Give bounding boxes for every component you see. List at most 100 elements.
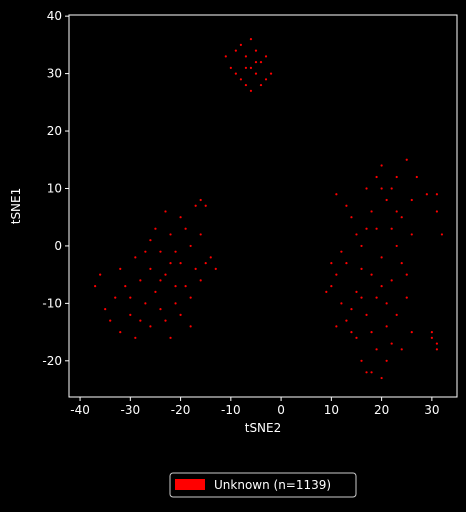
legend-swatch (175, 479, 205, 490)
point (99, 273, 102, 276)
point (345, 204, 348, 207)
point (380, 376, 383, 380)
point (129, 296, 132, 299)
point (254, 72, 258, 75)
point (400, 216, 403, 219)
point (375, 175, 378, 179)
point (345, 262, 348, 265)
point (244, 55, 248, 58)
point (405, 158, 408, 161)
point (149, 239, 152, 242)
point (335, 273, 338, 276)
point (124, 285, 127, 288)
point (269, 72, 273, 75)
point (355, 233, 358, 236)
point (375, 227, 378, 230)
point (184, 285, 187, 288)
point (340, 250, 343, 253)
x-tick-label: 20 (374, 403, 389, 417)
point (249, 38, 253, 41)
point (174, 250, 177, 253)
point (189, 244, 192, 248)
point (169, 233, 172, 236)
point (139, 279, 142, 282)
point (239, 78, 242, 81)
y-tick-label: 40 (47, 9, 62, 23)
plot-frame (68, 14, 458, 398)
point (360, 296, 363, 299)
y-tick-label: -20 (42, 354, 62, 368)
y-axis-label: tSNE1 (9, 188, 23, 225)
point (440, 233, 444, 236)
point (350, 216, 353, 219)
point (159, 279, 162, 282)
point (385, 198, 388, 202)
point (390, 227, 393, 230)
point (264, 55, 268, 58)
point (154, 290, 157, 293)
legend-box (169, 472, 357, 498)
x-tick-label: -30 (121, 403, 141, 417)
x-tick-label: -40 (70, 403, 90, 417)
point (259, 83, 263, 87)
point (134, 336, 137, 339)
point (189, 325, 192, 328)
point (164, 319, 167, 322)
x-tick-label: -20 (171, 403, 191, 417)
point (340, 302, 343, 305)
point (330, 262, 333, 265)
point (234, 72, 237, 75)
point (194, 267, 197, 271)
point (159, 308, 162, 311)
point (375, 348, 378, 351)
point (194, 204, 197, 207)
point (184, 227, 187, 230)
point (209, 256, 212, 259)
point (154, 227, 157, 230)
point (375, 296, 378, 299)
point (395, 244, 398, 248)
point (254, 49, 258, 52)
point (435, 348, 438, 351)
point (234, 49, 237, 52)
y-tick-label: 10 (47, 181, 62, 195)
point (355, 290, 358, 293)
point (390, 342, 393, 345)
point (239, 43, 242, 46)
point (254, 61, 258, 64)
point (435, 210, 438, 213)
point (149, 267, 152, 271)
point (109, 319, 112, 322)
point (365, 371, 368, 374)
point (174, 285, 177, 288)
point (114, 296, 117, 299)
point (370, 371, 373, 374)
point (390, 187, 393, 190)
point (435, 193, 438, 196)
point (350, 308, 353, 311)
point (199, 233, 202, 236)
point (249, 89, 253, 92)
point (144, 302, 147, 305)
point (330, 285, 333, 288)
point (430, 330, 433, 334)
point (410, 198, 413, 202)
point (410, 330, 413, 334)
point (385, 302, 388, 305)
point (144, 250, 147, 253)
point (360, 267, 363, 271)
point (199, 198, 202, 202)
point (380, 164, 383, 167)
point (129, 313, 132, 316)
point (204, 204, 207, 207)
point (335, 325, 338, 328)
point (179, 313, 182, 316)
point (365, 227, 368, 230)
point (370, 210, 373, 213)
point (395, 175, 398, 179)
x-tick-label: 10 (324, 403, 339, 417)
point (350, 330, 353, 334)
point (139, 319, 142, 322)
